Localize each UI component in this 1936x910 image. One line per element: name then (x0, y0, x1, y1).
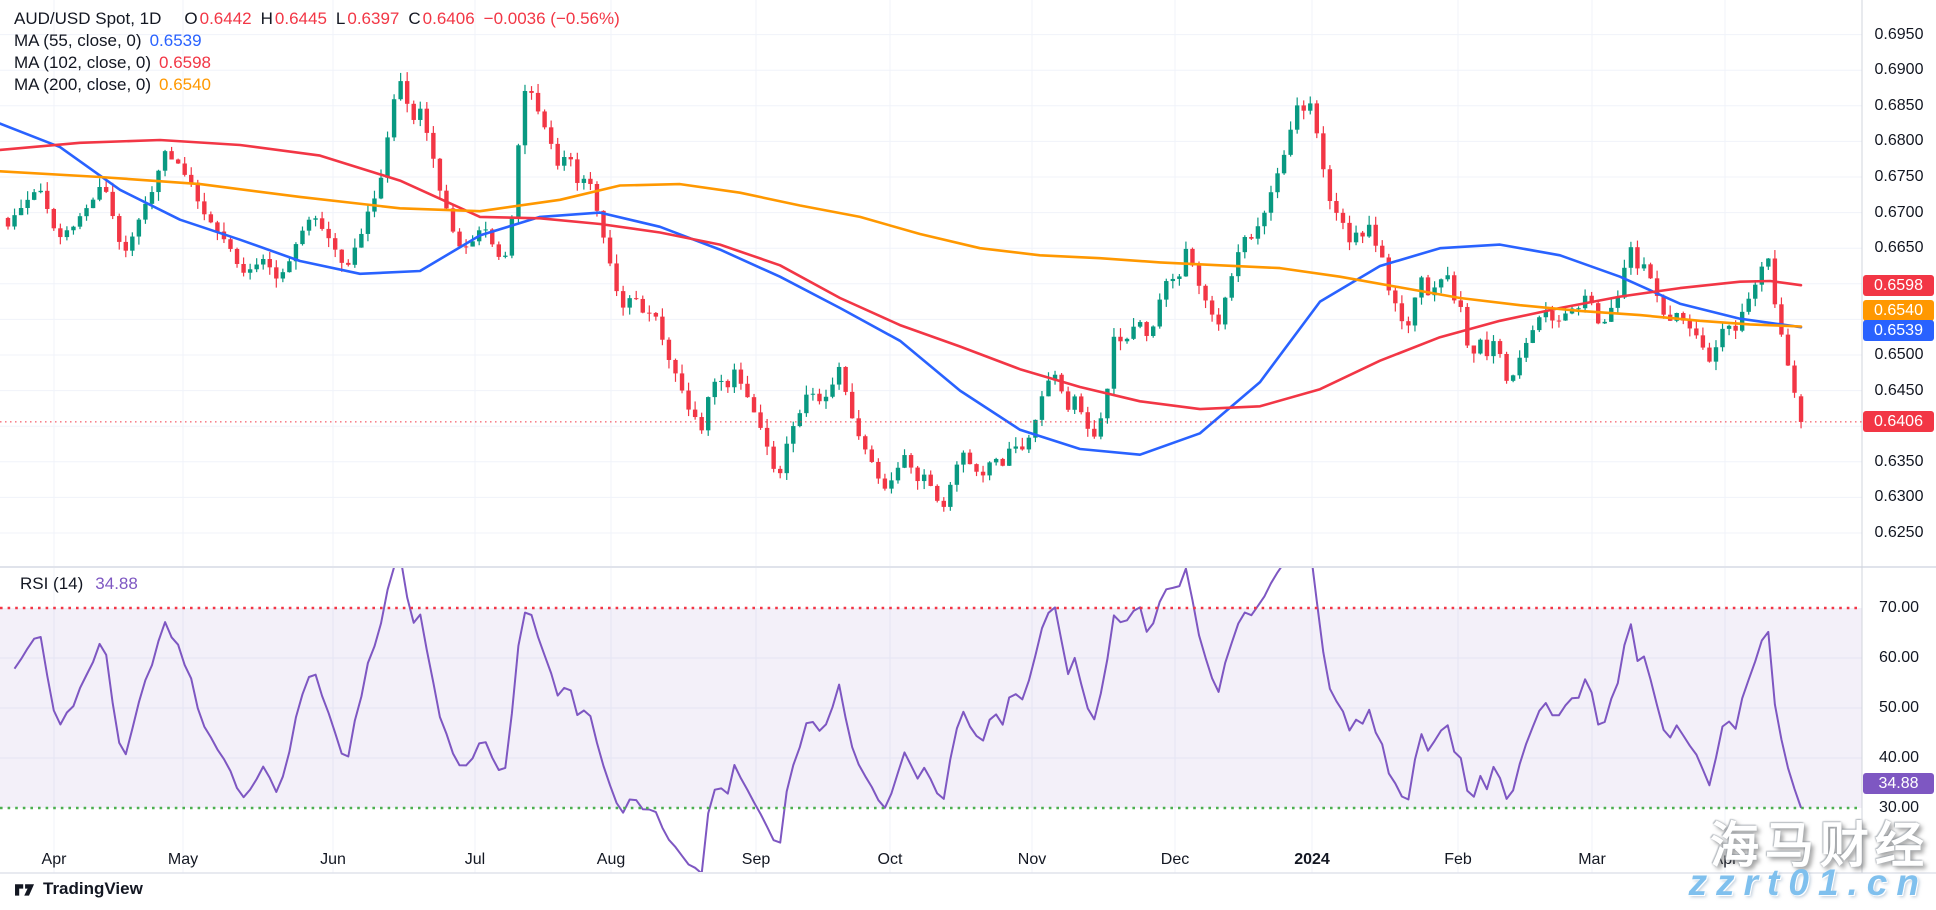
price-tick-0.6750: 0.6750 (1874, 168, 1924, 185)
time-label-Oct[interactable]: Oct (877, 851, 903, 868)
watermark-chinese: 海马财经 (1709, 819, 1930, 873)
candlestick-series[interactable] (5, 72, 1804, 512)
price-tick-0.6450: 0.6450 (1874, 381, 1924, 399)
ma55-label: MA (55, close, 0) (14, 31, 142, 50)
low-label: L (335, 9, 346, 28)
rsi-tick-70.00: 70.00 (1878, 599, 1920, 616)
ma-line-ma102[interactable] (0, 138, 1803, 411)
symbol-title: AUD/USD Spot, 1D (14, 9, 162, 28)
price-badge-0.6406: 0.6406 (1863, 411, 1934, 433)
price-tick-0.6650: 0.6650 (1874, 239, 1924, 257)
close-label: C (408, 9, 421, 28)
tradingview-brand-text[interactable]: TradingView (43, 879, 143, 898)
ma102-legend-row[interactable]: MA (102, close, 0) 0.6598 (14, 52, 620, 74)
symbol-row[interactable]: AUD/USD Spot, 1D O 0.6442 H 0.6445 L 0.6397 C 0.… (14, 8, 620, 30)
ma200-value: 0.6540 (159, 75, 212, 94)
time-label-Apr[interactable]: Apr (1712, 851, 1738, 868)
price-badge-0.6598: 0.6598 (1863, 274, 1934, 296)
time-label-2024[interactable]: 2024 (1294, 851, 1330, 868)
time-label-Mar[interactable]: Mar (1578, 851, 1606, 868)
time-label-Apr[interactable]: Apr (41, 851, 67, 868)
rsi-tick-50.00: 50.00 (1878, 699, 1920, 716)
rsi-tick-60.00: 60.00 (1878, 649, 1920, 666)
rsi-tick-30.00: 30.00 (1878, 799, 1920, 816)
price-badge-0.6539: 0.6539 (1863, 319, 1934, 341)
time-label-May[interactable]: May (167, 851, 199, 868)
price-tick-0.6350: 0.6350 (1874, 452, 1924, 470)
price-badge-0.6540: 0.6540 (1863, 300, 1934, 322)
open-label: O (184, 9, 198, 28)
ma200-label: MA (200, close, 0) (14, 75, 152, 94)
time-label-Aug[interactable]: Aug (596, 851, 626, 868)
gridlines (0, 0, 1862, 873)
open-value: 0.6442 (199, 9, 252, 28)
price-tick-0.6250: 0.6250 (1874, 524, 1924, 541)
price-tick-0.6800: 0.6800 (1874, 132, 1924, 150)
rsi-label: RSI (14) (20, 574, 84, 593)
close-value: 0.6406 (422, 9, 475, 28)
price-tick-0.6850: 0.6850 (1874, 96, 1924, 114)
time-label-Feb[interactable]: Feb (1444, 851, 1472, 868)
change-value: −0.0036 (−0.56%) (483, 9, 620, 28)
ma-line-ma200[interactable] (0, 170, 1803, 328)
high-value: 0.6445 (274, 9, 327, 28)
time-label-Jun[interactable]: Jun (320, 851, 346, 868)
time-label-Dec[interactable]: Dec (1160, 851, 1190, 868)
price-tick-0.6300: 0.6300 (1874, 488, 1924, 506)
rsi-legend-row[interactable]: RSI (14) 34.88 (20, 574, 138, 594)
rsi-tick-40.00: 40.00 (1878, 749, 1920, 766)
footer: TradingView (14, 879, 143, 899)
ma200-legend-row[interactable]: MA (200, close, 0) 0.6540 (14, 74, 620, 96)
high-label: H (260, 9, 273, 28)
time-label-Nov[interactable]: Nov (1017, 851, 1047, 868)
price-tick-0.6900: 0.6900 (1874, 61, 1924, 79)
ma102-value: 0.6598 (159, 53, 212, 72)
rsi-band (0, 608, 1862, 808)
price-tick-0.6700: 0.6700 (1874, 203, 1924, 221)
tradingview-logo-icon[interactable] (14, 880, 36, 899)
rsi-value: 34.88 (95, 574, 138, 593)
ma55-value: 0.6539 (149, 31, 202, 50)
time-label-Jul[interactable]: Jul (464, 851, 486, 868)
low-value: 0.6397 (347, 9, 400, 28)
ma102-label: MA (102, close, 0) (14, 53, 152, 72)
time-label-Sep[interactable]: Sep (741, 851, 771, 868)
ma55-legend-row[interactable]: MA (55, close, 0) 0.6539 (14, 30, 620, 52)
ma-line-ma55[interactable] (0, 122, 1803, 456)
price-tick-0.6950: 0.6950 (1874, 25, 1924, 43)
rsi-line[interactable] (13, 542, 1803, 874)
symbol-legend: AUD/USD Spot, 1D O 0.6442 H 0.6445 L 0.6397 C 0.… (14, 8, 620, 96)
price-tick-0.6500: 0.6500 (1874, 346, 1924, 363)
watermark-url: zzrt01.cn (1688, 862, 1928, 903)
rsi-value-badge: 34.88 (1863, 773, 1934, 795)
